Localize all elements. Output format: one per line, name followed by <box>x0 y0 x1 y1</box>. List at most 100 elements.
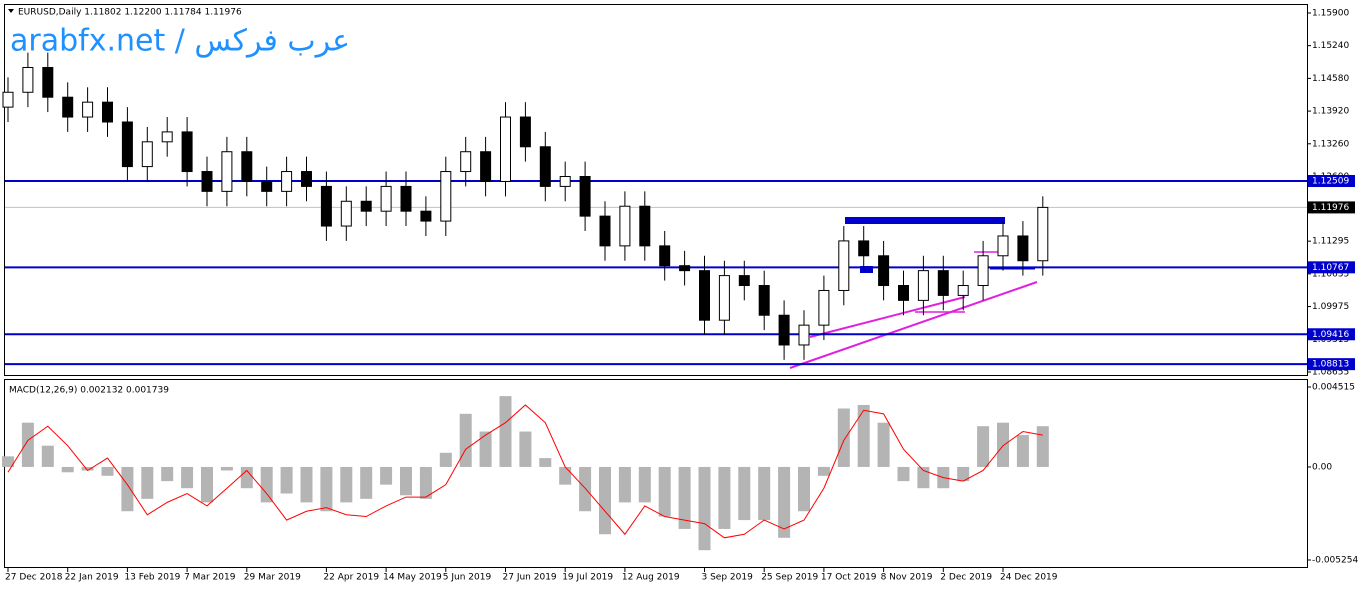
macd-bar <box>798 466 810 512</box>
x-tick-label: 25 Sep 2019 <box>761 573 818 583</box>
candle-body <box>440 171 452 222</box>
macd-bar <box>599 466 611 535</box>
x-tick-label: 27 Jun 2019 <box>503 573 557 583</box>
candle-body <box>320 185 332 227</box>
candle-body <box>161 131 173 143</box>
candle-body <box>937 270 949 296</box>
y-tick-label: 0.00 <box>1312 462 1332 472</box>
macd-bar <box>997 422 1009 467</box>
macd-bar <box>957 466 970 482</box>
y-tick-label: 1.14580 <box>1312 74 1349 84</box>
x-tick-label: 2 Dec 2019 <box>940 573 992 583</box>
macd-bar <box>579 466 592 512</box>
macd-bar <box>220 466 233 471</box>
macd-bar <box>1036 426 1049 467</box>
x-tick-label: 3 Sep 2019 <box>702 573 754 583</box>
macd-bar <box>977 426 990 467</box>
macd-bar <box>260 466 273 503</box>
trendline <box>789 281 1038 369</box>
candle-body <box>858 240 870 257</box>
candle-body <box>141 141 153 168</box>
x-tick-label: 27 Dec 2018 <box>5 573 63 583</box>
menu-arrow[interactable] <box>8 9 14 13</box>
macd-bar <box>519 431 532 467</box>
x-tick-label: 22 Apr 2019 <box>323 573 379 583</box>
macd-bar <box>61 466 74 473</box>
macd-bar <box>400 466 412 496</box>
candle-body <box>181 131 193 173</box>
candle-body <box>121 121 133 168</box>
level-label-box <box>1308 261 1355 274</box>
candle-body <box>559 175 571 187</box>
level-label-box <box>1308 328 1355 341</box>
macd-bar <box>817 466 830 476</box>
y-tick-label: 1.08655 <box>1312 367 1349 377</box>
watermark: arabfx.net / عرب فركس <box>10 24 350 59</box>
y-tick-label: 1.15240 <box>1312 41 1349 51</box>
macd-bar <box>758 466 771 521</box>
candle-body <box>241 151 253 182</box>
x-tick-label: 22 Jan 2019 <box>65 573 119 583</box>
macd-bar <box>539 458 552 467</box>
macd-bar <box>240 466 253 489</box>
main-panel-frame <box>4 4 1308 376</box>
x-tick-label: 5 Jun 2019 <box>443 573 492 583</box>
level-label: 1.10767 <box>1312 263 1349 273</box>
macd-bar <box>101 466 114 476</box>
candle-body <box>22 66 34 93</box>
x-tick-label: 17 Oct 2019 <box>821 573 877 583</box>
macd-bar <box>897 466 910 482</box>
candle-body <box>221 151 233 192</box>
macd-bar <box>658 466 671 517</box>
macd-bar <box>857 404 870 467</box>
candle-body <box>420 210 432 222</box>
macd-bar <box>340 466 353 503</box>
macd-bar <box>320 466 333 512</box>
candle-body <box>360 200 372 212</box>
candle-body <box>818 289 830 326</box>
macd-bar <box>499 396 512 467</box>
macd-bar <box>917 466 930 489</box>
macd-bar <box>1016 435 1029 467</box>
candle-body <box>519 116 531 148</box>
macd-bar <box>419 466 432 499</box>
candle-body <box>62 96 74 118</box>
current-price-box <box>1308 201 1355 214</box>
macd-bar <box>380 466 393 485</box>
macd-bar <box>81 466 94 471</box>
level-label: 1.12509 <box>1312 177 1349 187</box>
candle-body <box>2 91 14 108</box>
candle-body <box>997 235 1009 257</box>
candle-body <box>878 255 890 287</box>
macd-bar <box>618 466 631 503</box>
macd-bar <box>300 466 313 503</box>
macd-bar <box>638 466 651 503</box>
macd-bar <box>141 466 154 499</box>
level-label: 1.09416 <box>1312 330 1349 340</box>
macd-bar <box>479 431 492 467</box>
signal-line <box>7 404 1043 539</box>
x-tick-label: 29 Mar 2019 <box>244 573 301 583</box>
candle-body <box>261 180 273 192</box>
y-tick-label: -0.005254 <box>1312 556 1358 566</box>
candle-body <box>838 240 850 291</box>
candle-body <box>758 285 770 316</box>
candle-body <box>917 270 929 301</box>
candle-body <box>639 205 651 247</box>
candle-body <box>480 151 492 182</box>
candle-body <box>659 245 671 267</box>
candle-body <box>500 116 511 182</box>
zone <box>860 266 873 273</box>
macd-bar <box>121 466 134 512</box>
y-tick-label: 1.10635 <box>1312 269 1349 279</box>
candle-body <box>281 171 293 192</box>
macd-bar <box>280 466 293 494</box>
y-tick-label: 0.004515 <box>1312 382 1355 392</box>
x-tick-label: 8 Nov 2019 <box>881 573 933 583</box>
candle-body <box>957 285 969 296</box>
macd-bar <box>718 466 731 529</box>
macd-bar <box>877 422 890 467</box>
x-tick-label: 24 Dec 2019 <box>1000 573 1058 583</box>
macd-bar <box>439 452 452 467</box>
macd-bar <box>21 422 34 467</box>
